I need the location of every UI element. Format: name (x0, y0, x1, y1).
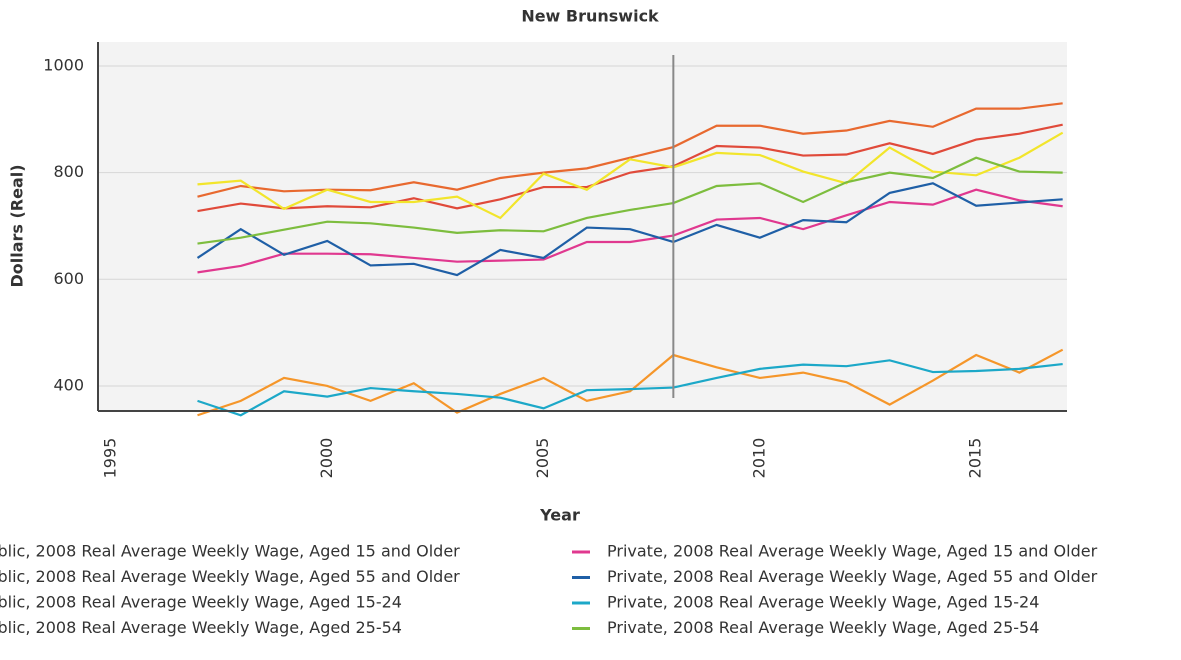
series-line (197, 188, 1063, 274)
legend-label: Private, 2008 Real Average Weekly Wage, … (607, 593, 1039, 612)
series-line (196, 182, 1063, 277)
legend-label: Private, 2008 Real Average Weekly Wage, … (607, 567, 1098, 586)
series-line (197, 102, 1063, 198)
x-tick-label: 1995 (100, 438, 119, 479)
y-tick-label: 800 (53, 162, 84, 181)
series-line (197, 131, 1064, 220)
series-line (197, 156, 1063, 245)
legend-label: Public, 2008 Real Average Weekly Wage, A… (0, 593, 402, 612)
y-axis-title: Dollars (Real) (8, 164, 27, 287)
y-tick-label: 400 (53, 375, 84, 394)
x-tick-label: 2005 (533, 438, 552, 479)
plot-area (98, 42, 1067, 411)
y-tick-label: 600 (53, 269, 84, 288)
legend-label: Private, 2008 Real Average Weekly Wage, … (607, 618, 1039, 637)
x-tick-label: 2000 (317, 438, 336, 479)
x-axis-title: Year (539, 506, 580, 525)
x-tick-label: 2010 (749, 438, 768, 479)
legend-label: Public, 2008 Real Average Weekly Wage, A… (0, 618, 402, 637)
series-line (197, 359, 1063, 417)
chart-title: New Brunswick (521, 7, 659, 26)
series-line (197, 348, 1064, 417)
series-line (197, 123, 1063, 213)
legend-label: Public, 2008 Real Average Weekly Wage, A… (0, 542, 460, 561)
legend-label: Public, 2008 Real Average Weekly Wage, A… (0, 567, 460, 586)
x-tick-label: 2015 (966, 438, 985, 479)
y-tick-label: 1000 (43, 55, 84, 74)
legend-label: Private, 2008 Real Average Weekly Wage, … (607, 542, 1098, 561)
